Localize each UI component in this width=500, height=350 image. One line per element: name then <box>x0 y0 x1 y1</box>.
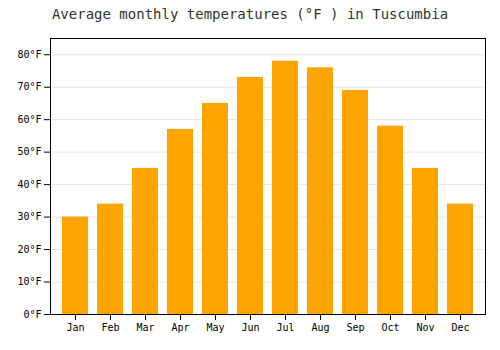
svg-text:60°F: 60°F <box>17 114 41 125</box>
svg-text:Apr: Apr <box>171 322 189 333</box>
svg-text:70°F: 70°F <box>17 81 41 92</box>
svg-text:Feb: Feb <box>101 322 119 333</box>
svg-text:Jan: Jan <box>66 322 84 333</box>
svg-text:20°F: 20°F <box>17 244 41 255</box>
svg-text:Nov: Nov <box>416 322 434 333</box>
svg-text:Aug: Aug <box>311 322 329 333</box>
html-text:Average monthly temperatures (: Average monthly temperatures (°F ) in Tu… <box>51 6 449 22</box>
svg-text:Sep: Sep <box>346 322 364 333</box>
svg-text:Oct: Oct <box>381 322 399 333</box>
svg-text:Jun: Jun <box>241 322 259 333</box>
svg-text:Dec: Dec <box>451 322 469 333</box>
svg-text:80°F: 80°F <box>17 49 41 60</box>
svg-text:40°F: 40°F <box>17 179 41 190</box>
svg-text:Mar: Mar <box>136 322 154 333</box>
svg-text:50°F: 50°F <box>17 146 41 157</box>
svg-text:30°F: 30°F <box>17 211 41 222</box>
svg-text:May: May <box>206 322 224 333</box>
svg-text:0°F: 0°F <box>23 309 41 320</box>
svg-text:10°F: 10°F <box>17 276 41 287</box>
svg-text:Jul: Jul <box>276 322 294 333</box>
